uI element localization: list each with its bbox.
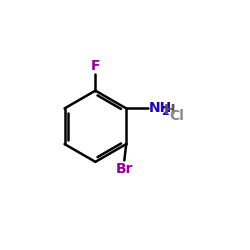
Text: NH: NH (149, 101, 172, 115)
Text: Br: Br (116, 162, 133, 176)
Text: H: H (164, 103, 175, 117)
Text: F: F (91, 59, 100, 73)
Text: 2: 2 (161, 107, 169, 117)
Text: Cl: Cl (169, 109, 184, 123)
